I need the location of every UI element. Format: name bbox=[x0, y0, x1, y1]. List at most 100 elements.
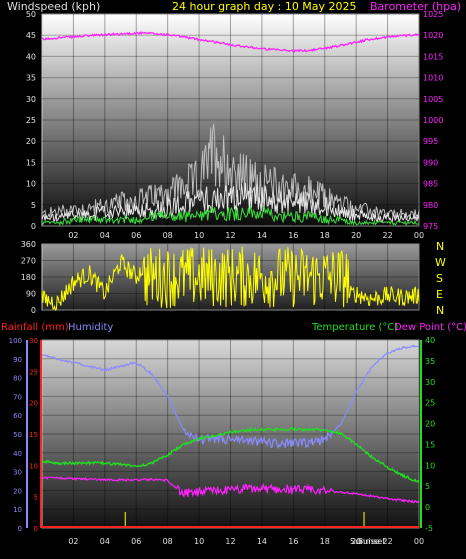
windspeed-tick-label: 25 bbox=[26, 116, 36, 125]
time-tick-label: 08 bbox=[163, 537, 173, 546]
temperature-tick-label: 20 bbox=[425, 420, 435, 429]
direction-series-line bbox=[41, 246, 420, 312]
barometer-tick-label: 990 bbox=[423, 158, 438, 167]
time-tick-label: 18 bbox=[320, 537, 330, 546]
humidity-axis-label: Humidity bbox=[68, 322, 113, 333]
windspeed-axis-label: Windspeed (kph) bbox=[7, 0, 100, 13]
barometer-series-line bbox=[41, 31, 420, 53]
barometer-tick-label: 975 bbox=[423, 222, 438, 231]
humidity-tick-label: 30 bbox=[13, 469, 22, 477]
windspeed-tick-label: 10 bbox=[26, 180, 36, 189]
windspeed-tick-label: 0 bbox=[31, 222, 36, 231]
dewpoint-series-line bbox=[41, 476, 420, 504]
humidity-tick-label: 40 bbox=[13, 450, 22, 458]
windspeed-tick-label: 5 bbox=[31, 201, 36, 210]
compass-label-n-bottom: N bbox=[436, 304, 444, 317]
time-tick-label: 04 bbox=[100, 537, 110, 546]
time-tick-label: 14 bbox=[257, 231, 267, 240]
time-tick-label: 04 bbox=[100, 231, 110, 240]
time-tick-label: 12 bbox=[225, 231, 235, 240]
compass-label-s: S bbox=[436, 272, 443, 285]
windspeed-tick-label: 50 bbox=[26, 10, 36, 19]
time-tick-label: 00 bbox=[414, 537, 424, 546]
time-tick-label: 20 bbox=[351, 231, 361, 240]
dewpoint-axis-label: Dew Point (°C) bbox=[394, 322, 466, 333]
temperature-tick-label: 15 bbox=[425, 440, 435, 449]
compass-label-w: W bbox=[435, 256, 446, 269]
direction-tick-label: 360 bbox=[21, 240, 36, 249]
temperature-tick-label: 0 bbox=[425, 503, 430, 512]
humidity-tick-label: 50 bbox=[13, 431, 22, 439]
windspeed-tick-label: 45 bbox=[26, 31, 36, 40]
temperature-axis-label: Temperature (°C) bbox=[311, 322, 398, 333]
humidity-tick-label: 80 bbox=[13, 375, 22, 383]
humidity-tick-label: 10 bbox=[13, 506, 22, 514]
windspeed-series-line bbox=[41, 182, 420, 224]
humidity-tick-label: 90 bbox=[13, 356, 22, 364]
windspeed-tick-label: 40 bbox=[26, 52, 36, 61]
rainfall-axis-label: Rainfall (mm) bbox=[1, 322, 69, 333]
time-tick-label: 02 bbox=[68, 231, 78, 240]
rainfall-tick-label: 30 bbox=[29, 337, 38, 345]
compass-label-n-top: N bbox=[436, 240, 444, 253]
time-tick-label: 14 bbox=[257, 537, 267, 546]
time-tick-label: 18 bbox=[320, 231, 330, 240]
temperature-tick-label: 30 bbox=[425, 378, 435, 387]
temperature-series-line bbox=[41, 426, 420, 484]
rainfall-tick-label: 10 bbox=[29, 462, 38, 470]
humidity-tick-label: 70 bbox=[13, 393, 22, 401]
humidity-tick-label: 20 bbox=[13, 487, 22, 495]
windspeed-tick-label: 20 bbox=[26, 137, 36, 146]
barometer-tick-label: 980 bbox=[423, 201, 438, 210]
barometer-tick-label: 1015 bbox=[423, 52, 443, 61]
time-tick-label: 16 bbox=[288, 231, 298, 240]
humidity-tick-label: 0 bbox=[18, 525, 22, 533]
time-tick-label: 10 bbox=[194, 537, 204, 546]
compass-label-e: E bbox=[436, 288, 443, 301]
rainfall-tick-label: 5 bbox=[34, 494, 38, 502]
direction-tick-label: 0 bbox=[31, 306, 36, 315]
windspeed-tick-label: 35 bbox=[26, 74, 36, 83]
direction-tick-label: 180 bbox=[21, 273, 36, 282]
sunrise-label: Sunrise bbox=[350, 537, 380, 546]
rainfall-tick-label: 15 bbox=[29, 431, 38, 439]
time-tick-label: 20 bbox=[351, 537, 361, 546]
sunset-label: Sunset bbox=[358, 537, 385, 546]
windspeed-tick-label: 15 bbox=[26, 158, 36, 167]
barometer-tick-label: 1025 bbox=[423, 10, 443, 19]
rainfall-tick-label: 20 bbox=[29, 400, 38, 408]
time-tick-label: 08 bbox=[163, 231, 173, 240]
barometer-tick-label: 1010 bbox=[423, 74, 443, 83]
barometer-axis-label: Barometer (hpa) bbox=[370, 0, 461, 13]
barometer-tick-label: 1020 bbox=[423, 31, 443, 40]
time-tick-label: 16 bbox=[288, 537, 298, 546]
time-tick-label: 06 bbox=[131, 231, 141, 240]
rainfall-tick-label: 0 bbox=[34, 525, 38, 533]
barometer-tick-label: 1000 bbox=[423, 116, 443, 125]
time-tick-label: 02 bbox=[68, 537, 78, 546]
barometer-tick-label: 985 bbox=[423, 180, 438, 189]
chart-title: 24 hour graph day : 10 May 2025 bbox=[172, 0, 357, 13]
time-tick-label: 22 bbox=[382, 231, 392, 240]
temperature-tick-label: -5 bbox=[425, 524, 433, 533]
humidity-series-line bbox=[41, 344, 420, 450]
barometer-tick-label: 1005 bbox=[423, 95, 443, 104]
time-tick-label: 06 bbox=[131, 537, 141, 546]
temperature-tick-label: 10 bbox=[425, 461, 435, 470]
direction-tick-label: 90 bbox=[26, 290, 36, 299]
temperature-tick-label: 5 bbox=[425, 482, 430, 491]
time-tick-label: 00 bbox=[414, 231, 424, 240]
rainfall-tick-label: 25 bbox=[29, 368, 38, 376]
average-wind-series-line bbox=[41, 205, 420, 227]
temperature-tick-label: 40 bbox=[425, 336, 435, 345]
time-tick-label: 12 bbox=[225, 537, 235, 546]
time-tick-label: 10 bbox=[194, 231, 204, 240]
temp-panel-bg bbox=[41, 339, 420, 529]
humidity-tick-label: 60 bbox=[13, 412, 22, 420]
temperature-tick-label: 35 bbox=[425, 357, 435, 366]
time-tick-label: 22 bbox=[382, 537, 392, 546]
barometer-tick-label: 995 bbox=[423, 137, 438, 146]
direction-tick-label: 270 bbox=[21, 257, 36, 266]
